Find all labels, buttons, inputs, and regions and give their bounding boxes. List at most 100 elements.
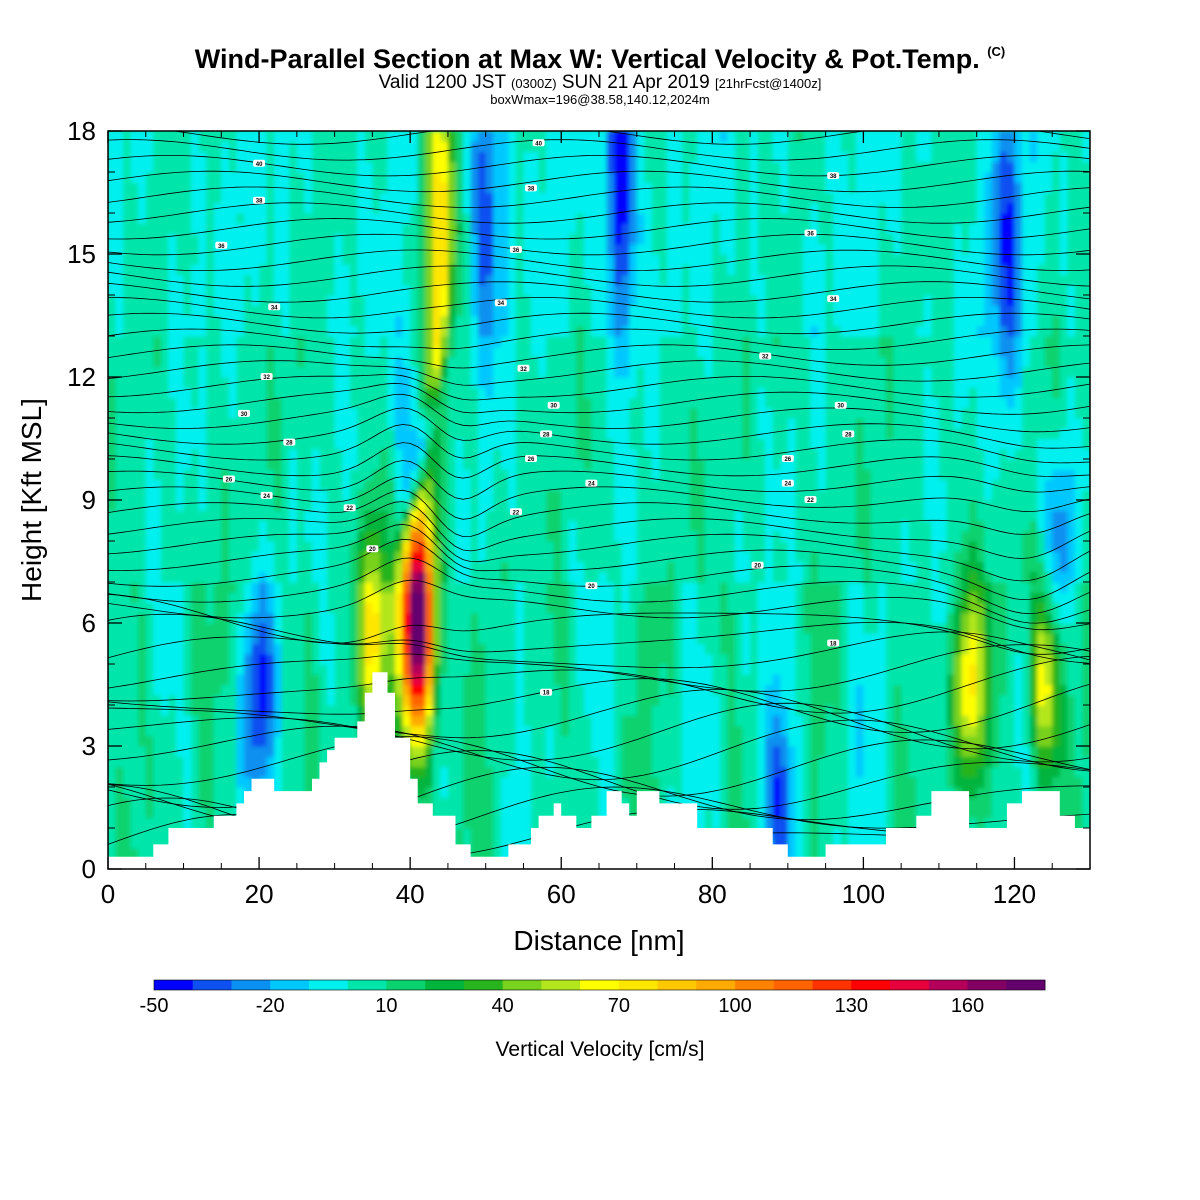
velocity-cell bbox=[523, 541, 532, 552]
velocity-cell bbox=[244, 305, 253, 317]
velocity-cell bbox=[191, 346, 200, 358]
velocity-cell bbox=[425, 336, 434, 347]
velocity-cell bbox=[410, 520, 419, 532]
velocity-cell bbox=[432, 428, 441, 440]
velocity-cell bbox=[281, 674, 290, 686]
velocity-cell bbox=[198, 653, 207, 665]
velocity-cell bbox=[508, 366, 517, 378]
velocity-cell bbox=[160, 428, 170, 440]
velocity-cell bbox=[402, 694, 411, 706]
velocity-cell bbox=[364, 664, 373, 675]
velocity-cell bbox=[108, 315, 117, 327]
velocity-cell bbox=[183, 746, 192, 757]
velocity-cell bbox=[206, 325, 215, 337]
velocity-cell bbox=[357, 653, 366, 665]
velocity-cell bbox=[138, 407, 147, 419]
velocity-cell bbox=[153, 705, 162, 716]
velocity-cell bbox=[432, 807, 441, 819]
velocity-cell bbox=[304, 336, 313, 347]
velocity-cell bbox=[342, 315, 351, 327]
velocity-cell bbox=[266, 623, 275, 634]
velocity-cell bbox=[176, 141, 185, 153]
velocity-cell bbox=[455, 315, 464, 327]
velocity-cell bbox=[191, 520, 200, 532]
velocity-cell bbox=[319, 141, 328, 153]
velocity-cell bbox=[319, 510, 328, 522]
velocity-cell bbox=[221, 172, 230, 183]
velocity-cell bbox=[455, 254, 464, 265]
velocity-cell bbox=[515, 530, 525, 542]
velocity-cell bbox=[191, 664, 200, 675]
velocity-cell bbox=[538, 448, 547, 460]
velocity-cell bbox=[364, 243, 373, 255]
velocity-cell bbox=[342, 489, 351, 501]
velocity-cell bbox=[561, 284, 570, 296]
velocity-cell bbox=[153, 510, 162, 522]
velocity-cell bbox=[274, 264, 283, 276]
velocity-cell bbox=[319, 172, 328, 183]
velocity-cell bbox=[168, 356, 177, 368]
velocity-cell bbox=[228, 592, 238, 604]
velocity-cell bbox=[500, 530, 509, 542]
velocity-cell bbox=[334, 418, 343, 429]
velocity-cell bbox=[508, 561, 517, 573]
velocity-cell bbox=[463, 582, 472, 593]
velocity-cell bbox=[312, 223, 321, 235]
velocity-cell bbox=[447, 623, 457, 634]
velocity-cell bbox=[130, 530, 139, 542]
velocity-cell bbox=[130, 848, 139, 860]
velocity-cell bbox=[145, 182, 154, 194]
velocity-cell bbox=[206, 694, 215, 706]
velocity-cell bbox=[500, 418, 509, 429]
velocity-cell bbox=[349, 428, 358, 440]
velocity-cell bbox=[130, 479, 139, 491]
velocity-cell bbox=[576, 776, 585, 788]
velocity-cell bbox=[372, 582, 381, 593]
velocity-cell bbox=[538, 807, 547, 819]
velocity-cell bbox=[447, 161, 457, 173]
velocity-cell bbox=[478, 776, 487, 788]
velocity-cell bbox=[130, 459, 139, 470]
velocity-cell bbox=[153, 233, 162, 245]
velocity-cell bbox=[417, 520, 426, 532]
velocity-cell bbox=[296, 756, 305, 768]
velocity-cell bbox=[576, 274, 585, 286]
velocity-cell bbox=[606, 182, 615, 194]
velocity-cell bbox=[349, 705, 358, 716]
velocity-cell bbox=[485, 551, 494, 563]
velocity-cell bbox=[296, 428, 305, 440]
velocity-cell bbox=[145, 141, 154, 153]
velocity-cell bbox=[523, 161, 532, 173]
velocity-cell bbox=[364, 633, 373, 645]
velocity-cell bbox=[561, 346, 570, 358]
velocity-cell bbox=[115, 243, 124, 255]
velocity-cell bbox=[583, 807, 593, 819]
velocity-cell bbox=[410, 254, 419, 265]
velocity-cell bbox=[191, 192, 200, 204]
velocity-cell bbox=[145, 397, 154, 409]
velocity-cell bbox=[500, 756, 509, 768]
velocity-cell bbox=[463, 336, 472, 347]
velocity-cell bbox=[168, 592, 177, 604]
velocity-cell bbox=[281, 131, 290, 142]
velocity-cell bbox=[266, 141, 275, 153]
velocity-cell bbox=[395, 643, 404, 655]
velocity-cell bbox=[145, 592, 154, 604]
velocity-cell bbox=[364, 407, 373, 419]
velocity-cell bbox=[108, 776, 117, 788]
velocity-cell bbox=[463, 428, 472, 440]
velocity-cell bbox=[191, 213, 200, 224]
velocity-cell bbox=[493, 418, 502, 429]
velocity-cell bbox=[599, 725, 608, 737]
velocity-cell bbox=[576, 541, 585, 552]
velocity-cell bbox=[538, 274, 547, 286]
velocity-cell bbox=[583, 592, 593, 604]
velocity-cell bbox=[327, 346, 336, 358]
velocity-cell bbox=[508, 776, 517, 788]
velocity-cell bbox=[183, 674, 192, 686]
velocity-cell bbox=[198, 571, 207, 583]
velocity-cell bbox=[138, 592, 147, 604]
velocity-cell bbox=[440, 438, 449, 450]
velocity-cell bbox=[191, 571, 200, 583]
velocity-cell bbox=[515, 838, 525, 850]
